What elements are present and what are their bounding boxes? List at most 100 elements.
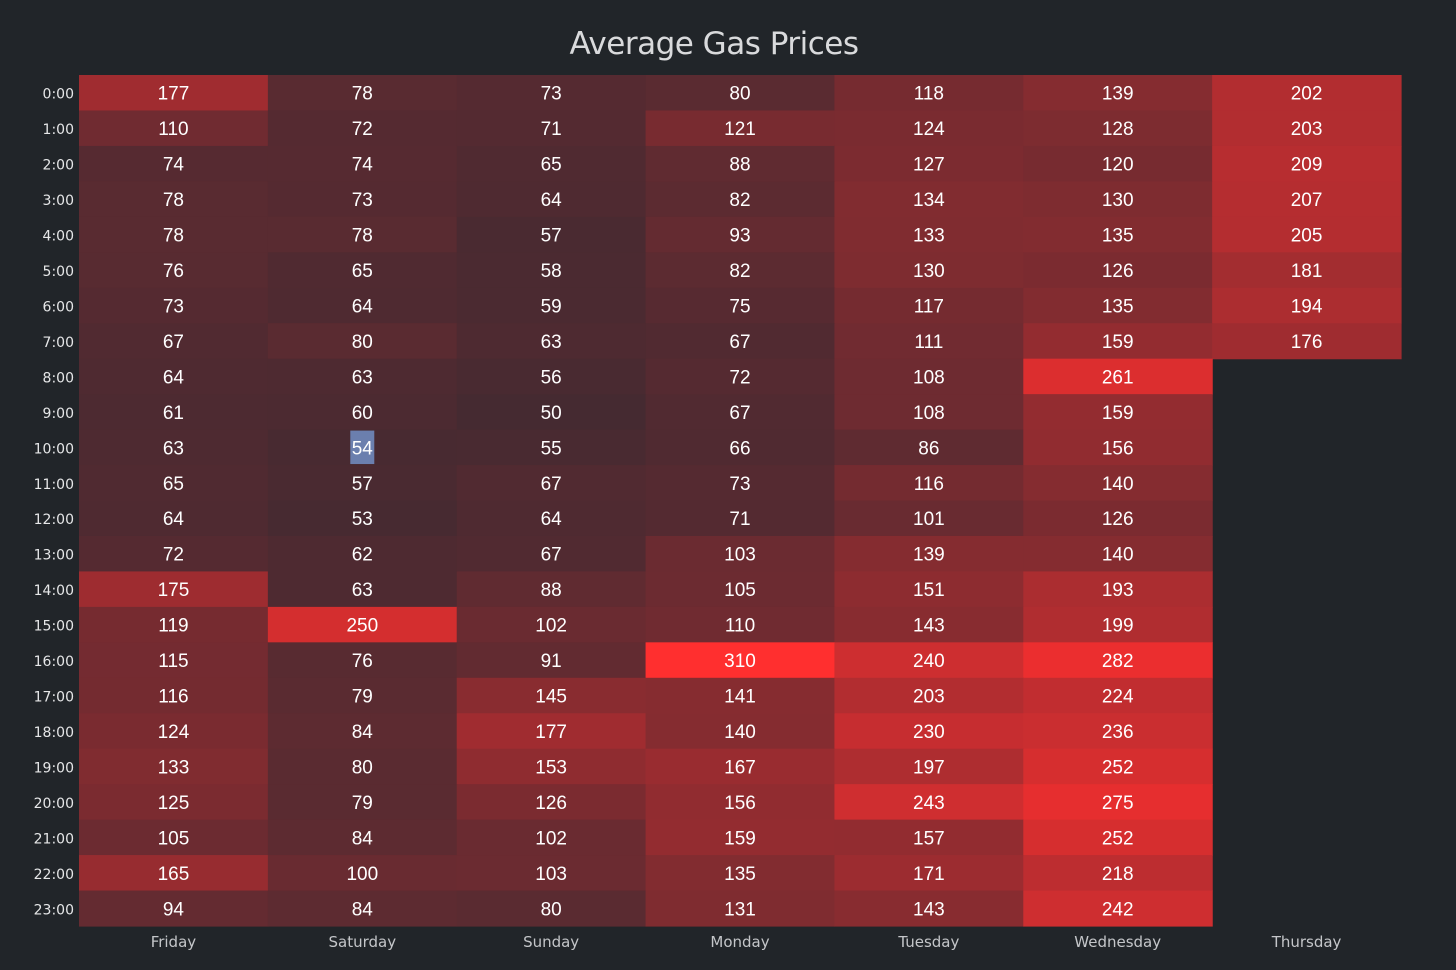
heatmap-cell-monday-19-00 bbox=[645, 748, 836, 785]
heatmap-cell-friday-14-00 bbox=[79, 571, 269, 608]
heatmap-cell-wednesday-17-00 bbox=[1023, 677, 1213, 714]
cell-value-label: 282 bbox=[1102, 651, 1134, 672]
heatmap-cell-sunday-0-00 bbox=[456, 75, 647, 112]
y-tick-label: 20:00 bbox=[34, 796, 74, 812]
cell-value-label: 59 bbox=[541, 296, 562, 317]
heatmap-cell-sunday-13-00 bbox=[456, 535, 647, 573]
heatmap-cell-saturday-0-00 bbox=[267, 75, 458, 112]
heatmap-cell-sunday-21-00 bbox=[456, 819, 647, 856]
heatmap-cell-sunday-2-00 bbox=[456, 145, 647, 182]
heatmap-cell-monday-16-00 bbox=[645, 642, 836, 679]
cell-value-label: 67 bbox=[729, 332, 750, 353]
heatmap-cell-friday-15-00 bbox=[79, 606, 269, 643]
cell-value-label: 275 bbox=[1102, 793, 1134, 814]
chart-title: Average Gas Prices bbox=[569, 26, 859, 62]
cell-value-label: 79 bbox=[352, 687, 373, 708]
cell-value-label: 50 bbox=[541, 403, 562, 424]
heatmap-cell-tuesday-1-00 bbox=[834, 110, 1024, 147]
heatmap-cell-saturday-5-00 bbox=[267, 252, 458, 289]
y-tick-label: 11:00 bbox=[34, 477, 74, 493]
cell-value-label: 110 bbox=[158, 119, 188, 140]
heatmap-cell-monday-10-00 bbox=[645, 429, 836, 466]
cell-value-label: 230 bbox=[913, 722, 945, 743]
cell-value-label: 236 bbox=[1102, 722, 1134, 743]
heatmap-cell-tuesday-19-00 bbox=[834, 748, 1024, 785]
heatmap-cell-friday-9-00 bbox=[79, 394, 269, 431]
cell-value-label: 140 bbox=[1102, 545, 1134, 566]
heatmap-cell-monday-4-00 bbox=[645, 216, 836, 253]
cell-value-label: 134 bbox=[913, 190, 945, 211]
cell-value-label: 88 bbox=[729, 155, 750, 176]
heatmap-cell-wednesday-6-00 bbox=[1023, 287, 1213, 324]
cell-value-label: 252 bbox=[1102, 828, 1134, 849]
heatmap-cell-saturday-4-00 bbox=[267, 216, 458, 253]
cell-value-label: 203 bbox=[1291, 119, 1323, 140]
cell-value-label: 67 bbox=[541, 474, 562, 495]
cell-value-label: 103 bbox=[535, 864, 567, 885]
cell-value-label: 78 bbox=[352, 226, 373, 247]
heatmap-cell-wednesday-15-00 bbox=[1023, 606, 1213, 643]
cell-value-label: 125 bbox=[158, 793, 190, 814]
heatmap-cell-wednesday-16-00 bbox=[1023, 642, 1213, 679]
cell-value-label: 126 bbox=[1102, 261, 1134, 282]
heatmap-cell-tuesday-22-00 bbox=[834, 855, 1024, 892]
y-tick-label: 8:00 bbox=[43, 370, 74, 386]
heatmap-cell-sunday-5-00 bbox=[456, 252, 647, 289]
heatmap-cell-saturday-14-00 bbox=[267, 571, 458, 608]
heatmap-cell-thursday-7-00 bbox=[1212, 323, 1402, 360]
cell-value-label: 55 bbox=[541, 438, 562, 459]
cell-value-label: 75 bbox=[729, 296, 750, 317]
cell-value-label: 61 bbox=[163, 403, 184, 424]
cell-value-label: 159 bbox=[1102, 332, 1134, 353]
cell-value-label: 131 bbox=[724, 899, 756, 920]
cell-value-label: 57 bbox=[352, 474, 373, 495]
cell-value-label: 86 bbox=[918, 438, 939, 459]
heatmap-cell-saturday-19-00 bbox=[267, 748, 458, 785]
cell-value-label: 203 bbox=[913, 687, 945, 708]
y-tick-label: 9:00 bbox=[43, 406, 74, 422]
cell-value-label: 63 bbox=[352, 367, 373, 388]
heatmap-cell-tuesday-14-00 bbox=[834, 571, 1024, 608]
heatmap-cell-tuesday-15-00 bbox=[834, 606, 1024, 643]
y-tick-label: 15:00 bbox=[34, 619, 74, 635]
x-tick-label: Sunday bbox=[523, 933, 579, 951]
cell-value-label: 124 bbox=[158, 722, 190, 743]
cell-value-label: 76 bbox=[352, 651, 373, 672]
heatmap-cell-thursday-4-00 bbox=[1212, 216, 1402, 253]
cell-value-label: 140 bbox=[724, 722, 756, 743]
cell-value-label: 177 bbox=[535, 722, 567, 743]
x-tick-label: Friday bbox=[151, 933, 197, 951]
cell-value-label: 102 bbox=[535, 616, 567, 637]
cell-selection-highlight bbox=[350, 430, 375, 465]
cell-value-label: 167 bbox=[724, 757, 756, 778]
heatmap-cell-sunday-20-00 bbox=[456, 784, 647, 821]
cell-value-label: 73 bbox=[163, 296, 184, 317]
cell-value-label: 261 bbox=[1102, 367, 1134, 388]
cell-value-label: 74 bbox=[352, 155, 374, 176]
cell-value-label: 140 bbox=[1102, 474, 1134, 495]
heatmap-cell-tuesday-12-00 bbox=[834, 500, 1024, 537]
cell-value-label: 250 bbox=[346, 616, 378, 637]
cell-value-label: 67 bbox=[163, 332, 184, 353]
cell-value-label: 72 bbox=[729, 367, 750, 388]
heatmap-cell-sunday-3-00 bbox=[456, 181, 647, 218]
heatmap-cell-tuesday-11-00 bbox=[834, 465, 1024, 502]
heatmap-cell-friday-3-00 bbox=[79, 181, 269, 218]
cell-value-label: 103 bbox=[724, 545, 756, 566]
heatmap-cell-tuesday-10-00 bbox=[834, 429, 1024, 466]
cell-value-label: 224 bbox=[1102, 687, 1134, 708]
cell-value-label: 84 bbox=[352, 828, 374, 849]
cell-value-label: 71 bbox=[729, 509, 750, 530]
heatmap-cell-wednesday-5-00 bbox=[1023, 252, 1213, 289]
cell-value-label: 60 bbox=[352, 403, 373, 424]
cell-value-label: 115 bbox=[158, 651, 188, 672]
cell-value-label: 78 bbox=[352, 84, 373, 105]
cell-value-label: 84 bbox=[352, 899, 374, 920]
cell-value-label: 66 bbox=[729, 438, 750, 459]
heatmap-cell-friday-0-00 bbox=[79, 75, 269, 112]
heatmap-cell-wednesday-21-00 bbox=[1023, 819, 1213, 856]
cell-value-label: 159 bbox=[1102, 403, 1134, 424]
cell-value-label: 121 bbox=[724, 119, 756, 140]
heatmap-cell-saturday-20-00 bbox=[267, 784, 458, 821]
cell-value-label: 65 bbox=[541, 155, 562, 176]
